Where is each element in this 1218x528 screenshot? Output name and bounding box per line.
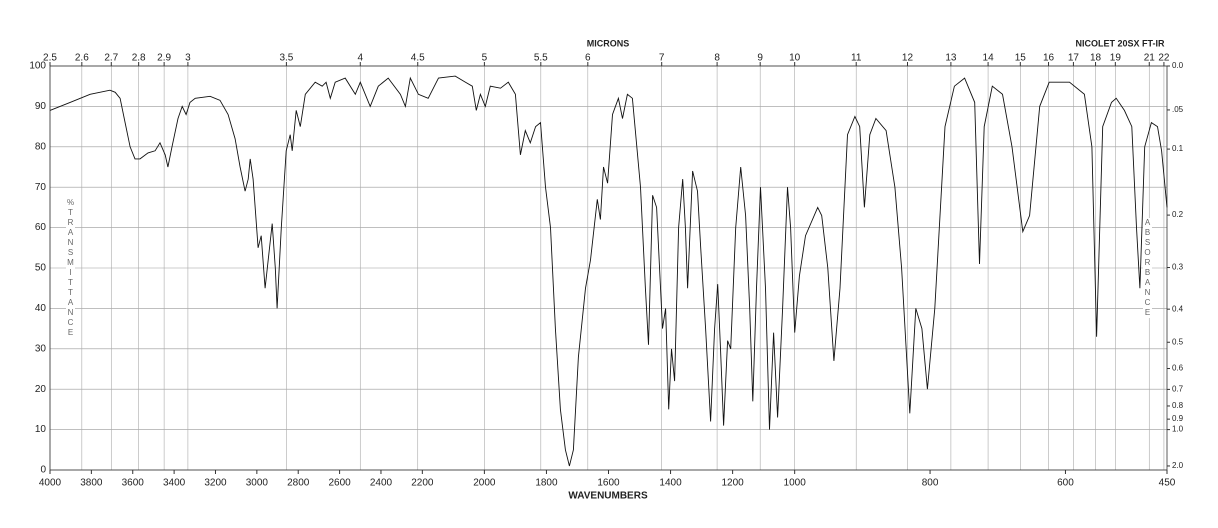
x2-tick-label: 16 (1043, 53, 1055, 64)
x-tick-label: 2400 (370, 478, 393, 489)
x-tick-label: 1400 (659, 478, 682, 489)
y-tick-label: 10 (35, 424, 47, 435)
y-tick-label: 30 (35, 343, 47, 354)
y-tick-label: 0 (40, 465, 46, 476)
x2-tick-label: 17 (1068, 53, 1080, 64)
x-tick-label: 450 (1159, 478, 1176, 489)
x2-tick-label: 5.5 (534, 53, 548, 64)
x-tick-label: 800 (922, 478, 939, 489)
x2-tick-label: 13 (945, 53, 957, 64)
grid (49, 65, 1167, 471)
x2-tick-label: 8 (714, 53, 720, 64)
x-tick-label: 3400 (163, 478, 186, 489)
x-tick-label: 3600 (122, 478, 145, 489)
x-tick-label: 1200 (721, 478, 744, 489)
x2-tick-label: 3 (185, 53, 191, 64)
x2-tick-label: 2.8 (132, 53, 146, 64)
x-tick-label: 600 (1057, 478, 1074, 489)
x2-tick-label: 5 (482, 53, 488, 64)
x-axis-label: WAVENUMBERS (568, 491, 648, 502)
y2-tick-label: 0.4 (1172, 304, 1184, 313)
y2-tick-label: 0.0 (1172, 61, 1184, 70)
y2-tick-label: .05 (1172, 105, 1184, 114)
x2-tick-label: 11 (851, 53, 862, 64)
x2-tick-label: 7 (659, 53, 665, 64)
y-tick-label: 40 (35, 303, 47, 314)
x2-tick-label: 4 (357, 53, 363, 64)
x-tick-label: 2800 (287, 478, 310, 489)
y2-tick-label: 2.0 (1172, 461, 1184, 470)
chart-title: NICOLET 20SX FT-IR (1075, 38, 1165, 48)
spectrum-line (49, 75, 1168, 467)
x2-tick-label: 10 (789, 53, 801, 64)
x2-tick-label: 4.5 (411, 53, 425, 64)
y2-tick-label: 0.6 (1172, 364, 1184, 373)
x2-tick-label: 2.9 (157, 53, 171, 64)
y2-tick-label: 0.1 (1172, 144, 1184, 153)
y2-tick-label: 0.7 (1172, 385, 1184, 394)
y2-axis-label: ABSORBANCE (1143, 218, 1152, 318)
x-tick-label: 4000 (39, 478, 62, 489)
x2-tick-label: 19 (1110, 53, 1122, 64)
x-tick-label: 3800 (80, 478, 103, 489)
x2-tick-label: 18 (1090, 53, 1102, 64)
y2-tick-label: 1.0 (1172, 425, 1184, 434)
x2-tick-label: 6 (585, 53, 591, 64)
x2-tick-label: 22 (1158, 53, 1170, 64)
y-tick-label: 80 (35, 141, 47, 152)
x2-tick-label: 14 (983, 53, 995, 64)
x-tick-label: 1000 (784, 478, 807, 489)
y-tick-label: 60 (35, 222, 47, 233)
x-tick-label: 1600 (597, 478, 620, 489)
y2-tick-label: 0.9 (1172, 414, 1184, 423)
y-tick-label: 50 (35, 263, 47, 274)
x2-tick-label: 2.7 (104, 53, 118, 64)
x-tick-label: 2600 (328, 478, 351, 489)
x2-tick-label: 9 (757, 53, 763, 64)
plot-frame (49, 65, 1168, 471)
x2-tick-label: 21 (1144, 53, 1156, 64)
y2-tick-label: 0.8 (1172, 401, 1184, 410)
x2-axis-label: MICRONS (587, 38, 630, 48)
x2-tick-label: 2.5 (43, 53, 57, 64)
y2-tick-label: 0.5 (1172, 337, 1184, 346)
x2-tick-label: 3.5 (279, 53, 293, 64)
y-tick-label: 70 (35, 182, 47, 193)
x-tick-label: 2000 (473, 478, 496, 489)
y2-tick-label: 0.3 (1172, 263, 1184, 272)
y2-tick-label: 0.2 (1172, 210, 1184, 219)
x-tick-label: 1800 (535, 478, 558, 489)
y-axis-label: %TRANSMITTANCE (66, 198, 75, 338)
x-tick-label: 3000 (246, 478, 269, 489)
y-tick-label: 90 (35, 101, 47, 112)
y-tick-label: 20 (35, 384, 47, 395)
x-tick-label: 3200 (204, 478, 227, 489)
y-tick-label: 100 (29, 61, 46, 72)
x2-tick-label: 15 (1015, 53, 1027, 64)
x-tick-label: 2200 (411, 478, 434, 489)
x2-tick-label: 2.6 (75, 53, 89, 64)
x2-tick-label: 12 (902, 53, 914, 64)
